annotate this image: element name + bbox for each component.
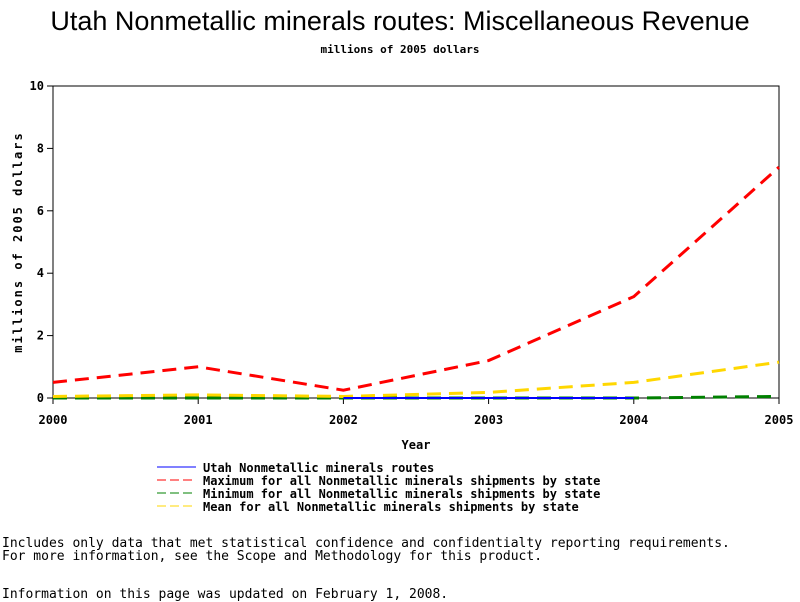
chart-title: Utah Nonmetallic minerals routes: Miscel… — [50, 6, 750, 36]
y-tick-label: 10 — [30, 79, 44, 93]
y-tick-label: 2 — [37, 329, 44, 343]
y-tick-label: 6 — [37, 204, 44, 218]
y-tick-label: 0 — [37, 391, 44, 405]
footnote-updated: Information on this page was updated on … — [2, 587, 449, 602]
footnote-methodology: For more information, see the Scope and … — [2, 549, 543, 564]
legend-label: Mean for all Nonmetallic minerals shipme… — [203, 500, 579, 514]
x-tick-label: 2000 — [39, 413, 68, 427]
plot-frame — [52, 85, 780, 399]
legend-label: Minimum for all Nonmetallic minerals shi… — [203, 487, 600, 501]
y-tick-label: 8 — [37, 141, 44, 155]
x-tick-label: 2004 — [619, 413, 648, 427]
x-tick-label: 2003 — [474, 413, 503, 427]
x-axis-label: Year — [402, 438, 431, 452]
legend-label: Maximum for all Nonmetallic minerals shi… — [203, 474, 600, 488]
chart-subtitle: millions of 2005 dollars — [320, 43, 480, 56]
footnote-confidence: Includes only data that met statistical … — [2, 536, 730, 551]
series-line — [52, 166, 780, 392]
x-tick-label: 2002 — [329, 413, 358, 427]
y-tick-label: 4 — [37, 266, 44, 280]
legend-label: Utah Nonmetallic minerals routes — [203, 461, 434, 475]
series-line — [52, 360, 780, 398]
x-tick-label: 2005 — [765, 413, 794, 427]
line-chart: 2000 2001 2002 2003 2004 2005 0 2 4 6 8 10 Year milli… — [11, 79, 794, 514]
y-axis-label: millions of 2005 dollars — [11, 131, 25, 352]
x-tick-label: 2001 — [184, 413, 213, 427]
